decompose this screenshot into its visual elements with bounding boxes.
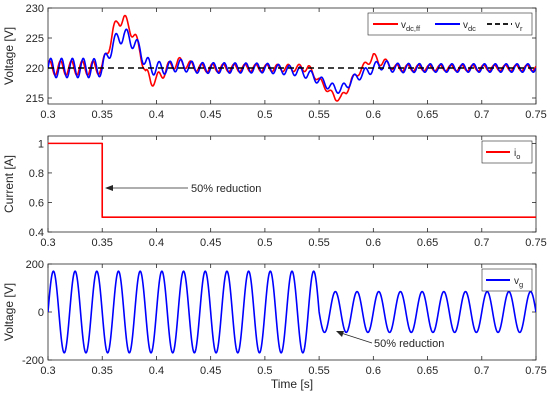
x-tick-label: 0.7 xyxy=(474,365,489,377)
x-ticks: 0.3 0.35 0.4 0.45 0.5 0.55 0.6 0.65 0.7 0.75 xyxy=(40,136,547,249)
x-ticks: 0.3 0.35 0.4 0.45 0.5 0.55 0.6 0.65 0.7 0.75 xyxy=(40,8,547,121)
panel-voltage-dc: 0.3 0.35 0.4 0.45 0.5 0.55 0.6 0.65 0.7 0.75 2152… xyxy=(2,3,547,121)
y-tick-label: 230 xyxy=(26,3,44,15)
x-tick-label: 0.3 xyxy=(40,237,55,249)
x-tick-label: 0.5 xyxy=(257,237,272,249)
x-tick-label: 0.35 xyxy=(92,237,113,249)
x-tick-label: 0.4 xyxy=(149,109,164,121)
series-lines xyxy=(48,14,536,102)
x-tick-label: 0.65 xyxy=(417,237,438,249)
legend-label-io: io xyxy=(514,148,520,161)
y-tick-label: 225 xyxy=(26,33,44,45)
arrowhead-icon xyxy=(105,185,113,191)
y-tick-label: 200 xyxy=(26,259,44,271)
series-lines xyxy=(48,142,536,219)
annotation-label: 50% reduction xyxy=(191,183,261,195)
y-axis-label: Voltage [V] xyxy=(2,283,16,341)
annotation-current-step: 50% reduction xyxy=(105,183,261,195)
y-tick-label: 0.8 xyxy=(29,168,44,180)
x-axis-label: Time [s] xyxy=(271,377,313,391)
series-line-v-g xyxy=(48,270,536,354)
panel-grid-voltage: 0.3 0.35 0.4 0.45 0.5 0.55 0.6 0.65 0.7 0.75 -200… xyxy=(2,259,547,391)
x-tick-label: 0.3 xyxy=(40,365,55,377)
series-lines xyxy=(48,270,536,354)
annotation-voltage-step: 50% reduction xyxy=(336,331,444,350)
x-tick-label: 0.55 xyxy=(308,109,329,121)
y-tick-label: 0.6 xyxy=(29,197,44,209)
x-tick-label: 0.35 xyxy=(92,109,113,121)
legend-label-vg: vg xyxy=(514,276,523,289)
annotation-arrow xyxy=(340,332,373,344)
y-tick-label: 0 xyxy=(38,307,44,319)
legend: io xyxy=(481,140,533,164)
y-tick-label: 215 xyxy=(26,93,44,105)
series-line-i-o xyxy=(48,142,536,219)
legend-label-vdcff: vdc,ff xyxy=(401,20,421,33)
x-tick-label: 0.75 xyxy=(525,365,546,377)
legend-label-vr: vr xyxy=(515,20,523,33)
x-tick-label: 0.6 xyxy=(366,365,381,377)
y-tick-label: -200 xyxy=(22,355,44,367)
arrowhead-icon xyxy=(336,331,344,337)
x-tick-label: 0.7 xyxy=(474,237,489,249)
x-tick-label: 0.65 xyxy=(417,109,438,121)
x-tick-label: 0.45 xyxy=(200,365,221,377)
y-axis-label: Current [A] xyxy=(2,155,16,213)
plot-area xyxy=(47,135,537,233)
plot-area xyxy=(47,263,537,361)
x-tick-label: 0.45 xyxy=(200,237,221,249)
x-tick-label: 0.75 xyxy=(525,109,546,121)
x-tick-label: 0.6 xyxy=(366,237,381,249)
x-tick-label: 0.4 xyxy=(149,237,164,249)
y-tick-label: 0.4 xyxy=(29,227,44,239)
x-tick-label: 0.6 xyxy=(366,109,381,121)
y-ticks: -200 0 200 xyxy=(22,259,536,367)
legend-label-vdc: vdc xyxy=(463,20,476,33)
y-tick-label: 220 xyxy=(26,63,44,75)
legend: vdc,ff vdc vr xyxy=(367,12,533,36)
x-tick-label: 0.65 xyxy=(417,365,438,377)
x-tick-label: 0.45 xyxy=(200,109,221,121)
legend: vg xyxy=(481,268,533,292)
series-line-v-dc xyxy=(48,28,536,94)
x-tick-label: 0.5 xyxy=(257,109,272,121)
panel-current: 0.3 0.35 0.4 0.45 0.5 0.55 0.6 0.65 0.7 0.75 0.40… xyxy=(2,135,547,249)
x-tick-label: 0.35 xyxy=(92,365,113,377)
y-axis-label: Voltage [V] xyxy=(2,27,16,85)
y-ticks: 215 220 225 230 xyxy=(26,3,536,105)
x-tick-label: 0.3 xyxy=(40,109,55,121)
x-tick-label: 0.4 xyxy=(149,365,164,377)
x-tick-label: 0.75 xyxy=(525,237,546,249)
x-tick-label: 0.55 xyxy=(308,237,329,249)
y-tick-label: 1 xyxy=(38,138,44,150)
x-ticks: 0.3 0.35 0.4 0.45 0.5 0.55 0.6 0.65 0.7 0.75 xyxy=(40,264,547,377)
annotation-label: 50% reduction xyxy=(374,338,444,350)
x-tick-label: 0.5 xyxy=(257,365,272,377)
x-tick-label: 0.55 xyxy=(308,365,329,377)
x-tick-label: 0.7 xyxy=(474,109,489,121)
